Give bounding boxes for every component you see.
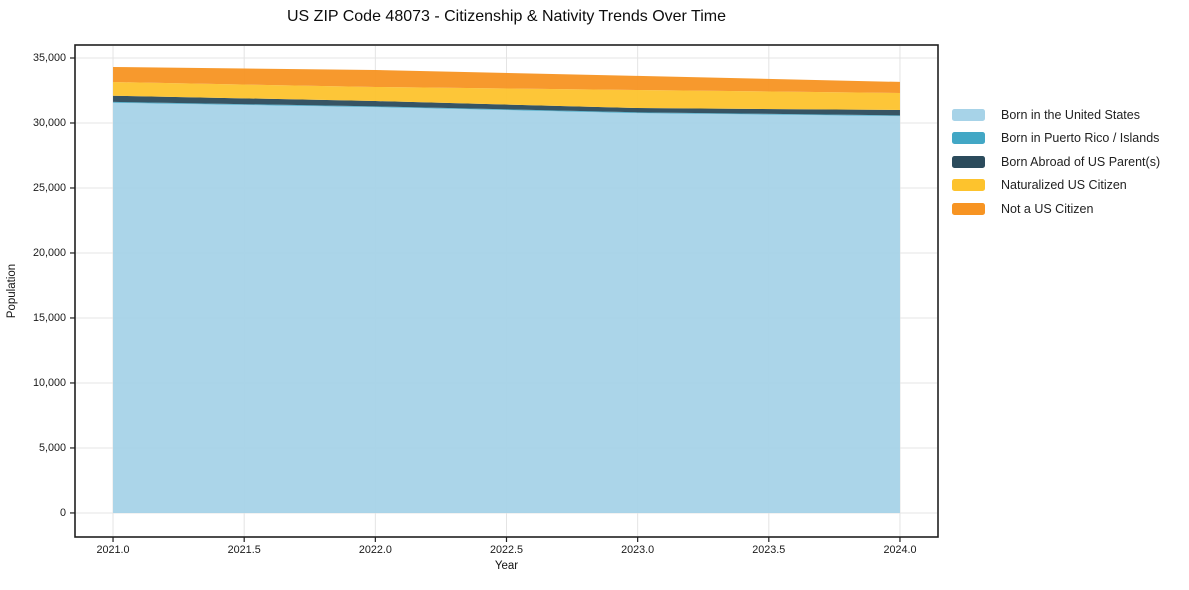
- area-series: [113, 101, 900, 117]
- y-tick-label: 10,000: [32, 376, 66, 389]
- legend-swatch: [952, 202, 985, 215]
- legend-label: Naturalized US Citizen: [1001, 178, 1127, 193]
- x-tick-label: 2023.5: [752, 544, 786, 556]
- y-tick-label: 5,000: [38, 441, 66, 454]
- area-series: [113, 102, 900, 513]
- x-tick-label: 2022.0: [358, 544, 392, 556]
- legend-item: Born in Puerto Rico / Islands: [952, 127, 1160, 151]
- x-tick-label: 2021.5: [227, 544, 261, 556]
- legend-item: Naturalized US Citizen: [952, 174, 1160, 198]
- plot-border: [74, 44, 939, 538]
- chart-title: US ZIP Code 48073 - Citizenship & Nativi…: [287, 8, 726, 25]
- area-series: [113, 82, 900, 110]
- legend-label: Born in Puerto Rico / Islands: [1001, 131, 1160, 146]
- legend: Born in the United States Born in Puerto …: [952, 103, 1160, 221]
- legend-swatch: [952, 155, 985, 168]
- legend-swatch: [952, 108, 985, 121]
- legend-item: Not a US Citizen: [952, 197, 1160, 221]
- y-tick-label: 0: [59, 506, 66, 519]
- x-tick-label: 2022.5: [489, 544, 524, 556]
- x-axis-label: Year: [494, 560, 519, 572]
- legend-item: Born Abroad of US Parent(s): [952, 150, 1160, 174]
- y-tick-label: 20,000: [32, 246, 66, 259]
- x-tick-label: 2023.0: [621, 544, 655, 556]
- legend-label: Not a US Citizen: [1001, 201, 1094, 216]
- legend-item: Born in the United States: [952, 103, 1160, 127]
- legend-label: Born in the United States: [1001, 107, 1140, 122]
- legend-swatch: [952, 132, 985, 145]
- y-tick-label: 15,000: [32, 311, 66, 324]
- area-series: [113, 66, 900, 93]
- y-tick-label: 25,000: [32, 181, 66, 194]
- area-series: [113, 95, 900, 116]
- x-tick-label: 2024.0: [883, 544, 917, 556]
- y-tick-label: 30,000: [32, 116, 66, 129]
- legend-swatch: [952, 179, 985, 192]
- y-tick-label: 35,000: [32, 51, 66, 64]
- x-tick-label: 2021.0: [96, 544, 130, 556]
- legend-label: Born Abroad of US Parent(s): [1001, 154, 1161, 169]
